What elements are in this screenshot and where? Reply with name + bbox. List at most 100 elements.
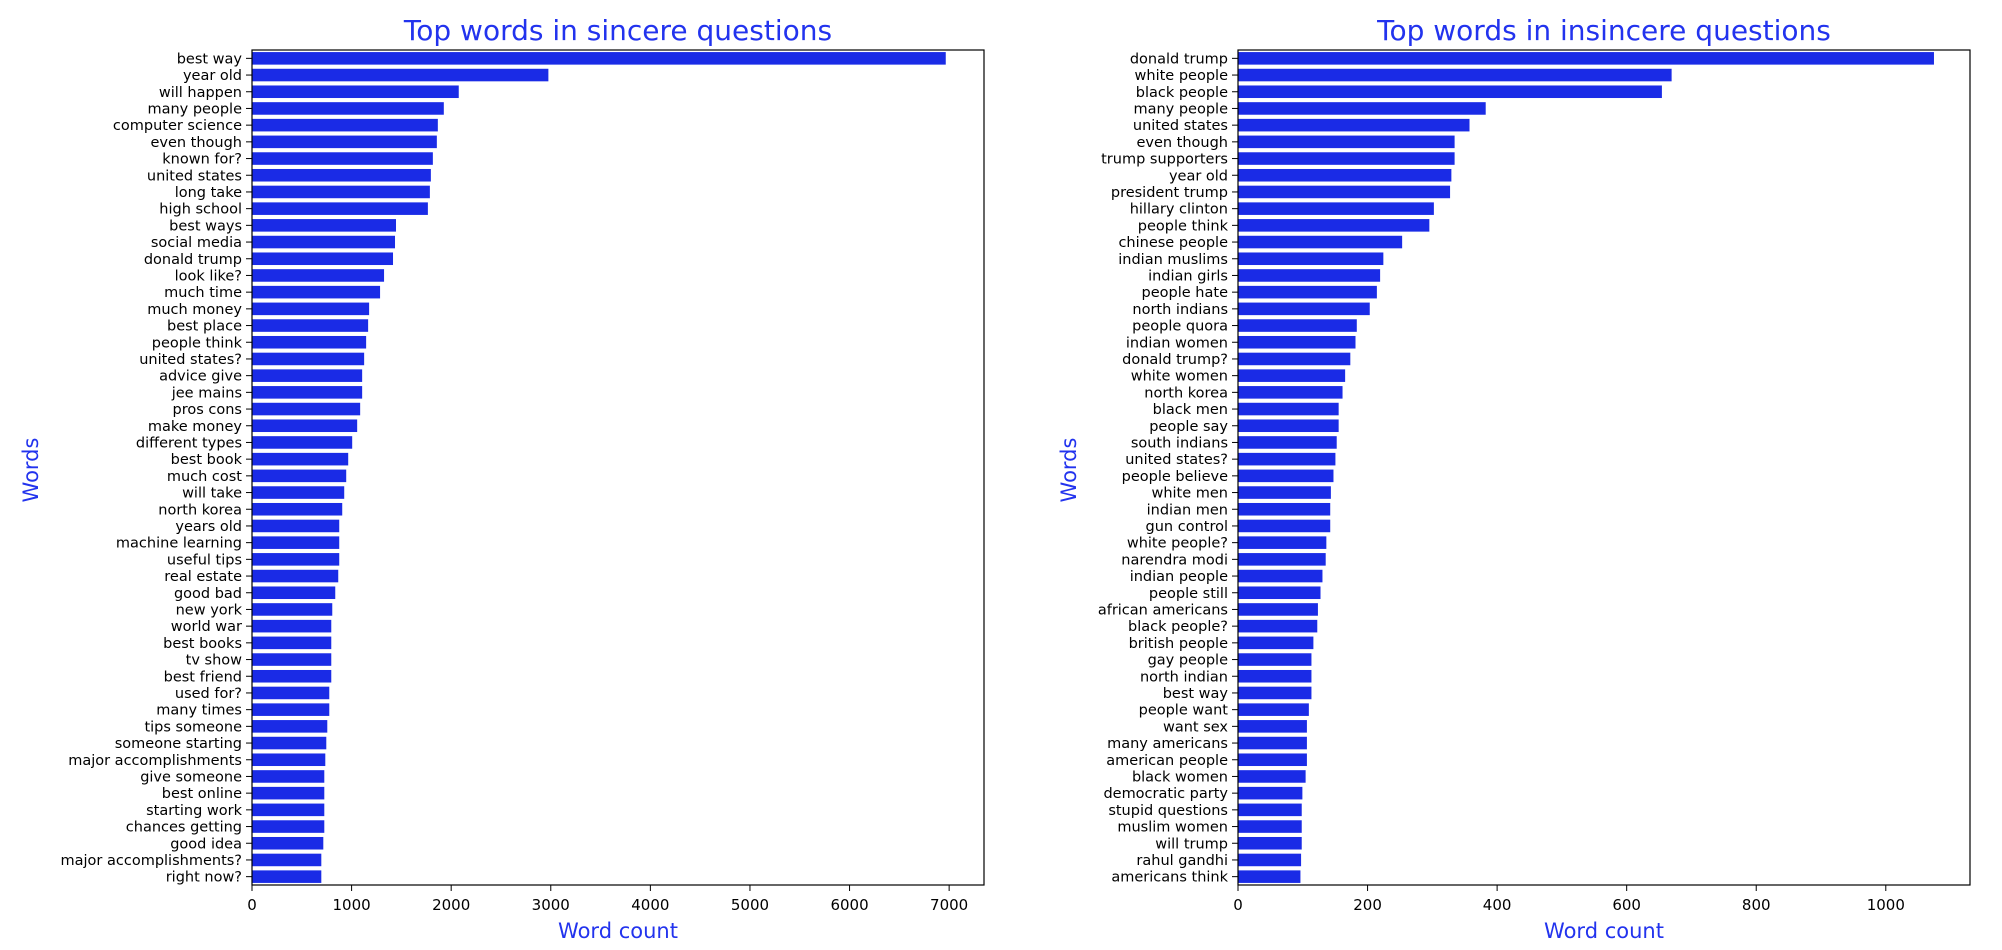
insincere-y-tick-label: people say [1149, 419, 1228, 435]
sincere-y-tick-label: much cost [167, 469, 242, 485]
sincere-bar [251, 852, 323, 868]
insincere-y-tick-label: rahul gandhi [1136, 853, 1228, 869]
insincere-bar [1237, 351, 1352, 367]
sincere-y-tick-label: tv show [186, 653, 242, 669]
sincere-y-tick-label: make money [148, 419, 243, 435]
sincere-bar [251, 836, 325, 851]
insincere-y-tick-label: american people [1106, 753, 1228, 769]
sincere-y-tick-label: advice give [159, 369, 242, 385]
insincere-bar [1237, 268, 1381, 283]
insincere-bar [1237, 502, 1332, 517]
insincere-bar [1237, 84, 1663, 99]
sincere-bar [251, 635, 333, 650]
insincere-y-tick-label: indian men [1147, 502, 1228, 518]
sincere-bar [251, 602, 334, 617]
sincere-y-tick-label: united states [147, 168, 242, 184]
sincere-bar [251, 685, 331, 701]
sincere-bar [251, 769, 326, 784]
sincere-y-tick-label: major accomplishments [68, 753, 242, 769]
insincere-bar [1237, 401, 1340, 417]
sincere-bar [251, 802, 326, 817]
sincere-plot-frame [251, 49, 985, 886]
insincere-y-tick-label: people hate [1142, 285, 1229, 301]
insincere-y-tick-label: north korea [1144, 385, 1228, 401]
insincere-bar [1237, 201, 1435, 216]
sincere-y-tick-label: donald trump [144, 252, 242, 268]
sincere-bar [251, 268, 385, 283]
insincere-bar [1237, 385, 1344, 400]
insincere-y-tick-label: white women [1131, 369, 1228, 385]
sincere-y-tick-label: different types [136, 435, 242, 451]
sincere-y-tick-label: social media [151, 235, 242, 251]
insincere-y-tick-label: black people? [1128, 619, 1228, 635]
insincere-y-tick-label: indian muslims [1118, 252, 1228, 268]
sincere-y-tick-label: much money [147, 302, 242, 318]
insincere-y-tick-label: united states? [1125, 452, 1228, 468]
sincere-bar [251, 435, 353, 450]
sincere-y-tick-label: someone starting [115, 736, 242, 752]
sincere-y-axis-label: Words [19, 438, 43, 503]
sincere-bar [251, 351, 365, 367]
sincere-y-tick-label: jee mains [171, 385, 242, 401]
sincere-y-tick-label: new york [176, 602, 243, 618]
sincere-bar [251, 719, 329, 734]
insincere-y-tick-label: people believe [1122, 469, 1228, 485]
sincere-bar [251, 869, 323, 884]
sincere-bar [251, 218, 397, 233]
insincere-y-tick-label: people think [1138, 218, 1229, 234]
insincere-y-tick-label: donald trump? [1122, 352, 1228, 368]
insincere-bar [1237, 118, 1471, 133]
insincere-y-tick-label: white people? [1127, 536, 1228, 552]
sincere-y-tick-label: many people [147, 101, 242, 117]
insincere-bar [1237, 652, 1313, 667]
insincere-bar [1237, 669, 1313, 684]
insincere-x-tick-label: 0 [1233, 896, 1243, 914]
insincere-y-tick-label: white people [1135, 68, 1229, 84]
sincere-x-tick-label: 1000 [332, 896, 370, 914]
sincere-bar [251, 151, 434, 166]
insincere-y-axis-label: Words [1057, 438, 1081, 503]
insincere-bar [1237, 151, 1456, 166]
insincere-bar [1237, 602, 1319, 617]
insincere-bar [1237, 518, 1332, 534]
insincere-y-tick-label: year old [1169, 168, 1228, 184]
sincere-y-tick-label: will happen [159, 85, 242, 101]
sincere-y-tick-label: best book [171, 452, 243, 468]
insincere-bars [1237, 51, 1935, 884]
insincere-bar [1237, 435, 1338, 450]
insincere-x-tick-label: 800 [1742, 896, 1771, 914]
sincere-x-tick-label: 4000 [631, 896, 669, 914]
sincere-bar [251, 134, 438, 149]
sincere-y-tick-label: best friend [164, 669, 242, 685]
sincere-y-tick-label: real estate [164, 569, 242, 585]
sincere-y-tick-label: people think [152, 335, 243, 351]
sincere-y-tick-label: best online [162, 786, 242, 802]
sincere-x-tick-label: 2000 [432, 896, 470, 914]
sincere-y-tick-label: united states? [139, 352, 242, 368]
sincere-x-tick-label: 5000 [731, 896, 769, 914]
insincere-bar [1237, 568, 1324, 584]
insincere-y-tick-label: gay people [1148, 653, 1229, 669]
insincere-bar [1237, 585, 1322, 600]
insincere-bar [1237, 685, 1313, 701]
insincere-y-tick-label: chinese people [1118, 235, 1228, 251]
insincere-bar [1237, 752, 1308, 767]
insincere-bar [1237, 719, 1308, 734]
insincere-y-tick-label: gun control [1146, 519, 1228, 535]
sincere-y-tick-label: year old [183, 68, 242, 84]
insincere-y-tick-label: indian people [1130, 569, 1228, 585]
sincere-x-tick-label: 0 [247, 896, 257, 914]
sincere-bar [251, 118, 439, 133]
sincere-y-tick-label: best ways [169, 218, 242, 234]
insincere-y-tick-label: many people [1133, 101, 1228, 117]
insincere-y-tick-label: stupid questions [1108, 803, 1228, 819]
sincere-bar [251, 702, 331, 717]
insincere-y-tick-label: people still [1149, 586, 1228, 602]
insincere-y-tick-label: black people [1136, 85, 1228, 101]
sincere-y-tick-label: computer science [113, 118, 242, 134]
sincere-y-tick-label: starting work [146, 803, 242, 819]
insincere-bar [1237, 335, 1357, 350]
sincere-bar [251, 619, 333, 634]
sincere-bar [251, 585, 337, 600]
sincere-y-tick-label: used for? [175, 686, 242, 702]
